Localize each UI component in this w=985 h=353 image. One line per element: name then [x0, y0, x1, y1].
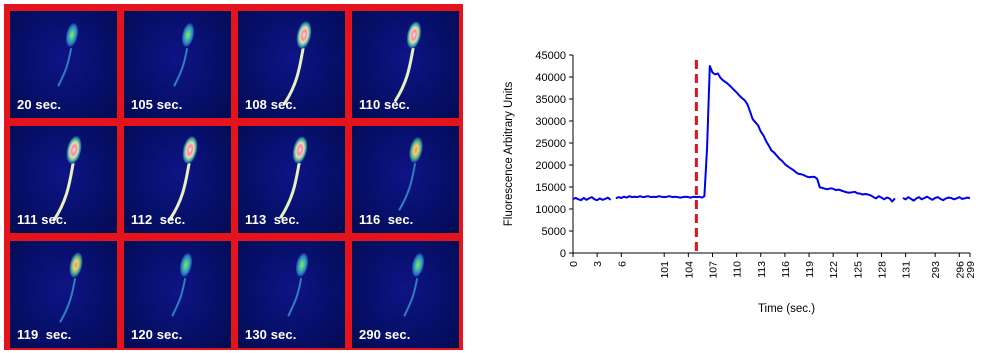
- x-tick-label: 110: [732, 261, 744, 278]
- x-tick-label: 101: [659, 261, 671, 279]
- x-tick-label: 119: [804, 261, 816, 278]
- x-tick-label: 0: [568, 261, 580, 267]
- y-axis-title: Fluorescence Arbitrary Units: [503, 82, 515, 227]
- series-line-segment: [902, 195, 971, 202]
- y-tick-label: 15000: [535, 182, 566, 194]
- fluorescent-cell-shape: [403, 253, 425, 317]
- image-cell: 116 sec.: [352, 126, 459, 233]
- fluorescent-cell-shape: [59, 252, 83, 323]
- time-label: 108 sec.: [245, 97, 297, 112]
- image-cell: 110 sec.: [352, 11, 459, 118]
- image-cell: 108 sec.: [238, 11, 345, 118]
- fluorescent-cell-shape: [398, 137, 423, 211]
- y-tick-label: 35000: [535, 94, 566, 106]
- time-label: 113 sec.: [245, 212, 300, 227]
- y-tick-label: 0: [560, 248, 566, 260]
- x-tick-label: 6: [616, 261, 628, 267]
- image-cell: 290 sec.: [352, 241, 459, 348]
- x-tick-label: 113: [756, 261, 768, 278]
- y-tick-label: 25000: [535, 138, 566, 150]
- fluorescent-cell-shape: [394, 21, 422, 102]
- image-cell: 120 sec.: [124, 241, 231, 348]
- plot-area: [572, 60, 971, 253]
- fluorescent-cell-shape: [287, 253, 309, 317]
- image-cell: 112 sec.: [124, 126, 231, 233]
- x-tick-label: 122: [828, 261, 840, 279]
- x-tick-label: 125: [852, 261, 864, 279]
- image-cell: 105 sec.: [124, 11, 231, 118]
- image-cell: 111 sec.: [10, 126, 117, 233]
- x-tick-label: 299: [965, 261, 977, 279]
- series-line-segment: [615, 65, 896, 203]
- time-label: 130 sec.: [245, 327, 297, 342]
- fluorescent-cell-shape: [169, 136, 198, 220]
- fluorescent-cell-shape: [57, 23, 79, 87]
- y-tick-label: 30000: [535, 116, 566, 128]
- x-tick-label: 104: [683, 261, 695, 279]
- time-label: 111 sec.: [17, 212, 67, 227]
- fluorescent-cell-shape: [279, 136, 308, 219]
- time-label: 120 sec.: [131, 327, 183, 342]
- time-label: 119 sec.: [17, 327, 72, 342]
- series-line-segment: [572, 196, 612, 202]
- time-label: 110 sec.: [359, 97, 410, 112]
- time-label: 20 sec.: [17, 97, 62, 112]
- x-tick-label: 3: [592, 261, 604, 267]
- x-axis-title: Time (sec.): [758, 303, 815, 315]
- x-axis: 0 3 6 101 104 107 110 113 116 119 122 125 128 131 293 2…: [568, 252, 977, 279]
- image-cell: 119 sec.: [10, 241, 117, 348]
- fluorescent-cell-shape: [283, 21, 312, 105]
- time-label: 116 sec.: [359, 212, 414, 227]
- x-tick-label: 128: [876, 261, 888, 279]
- image-cell: 113 sec.: [238, 126, 345, 233]
- fluorescent-cell-shape: [173, 23, 195, 87]
- image-cell: 130 sec.: [238, 241, 345, 348]
- x-tick-label: 296: [954, 261, 966, 279]
- time-label: 290 sec.: [359, 327, 411, 342]
- microscopy-image-grid: 20 sec. 105 sec. 108 sec. 110 sec. 111 sec. 1…: [4, 4, 463, 350]
- y-tick-label: 20000: [535, 160, 566, 172]
- y-tick-label: 10000: [535, 204, 566, 216]
- x-tick-label: 293: [930, 261, 942, 279]
- fluorescent-cell-shape: [52, 136, 82, 222]
- x-tick-label: 116: [780, 261, 792, 278]
- image-cell: 20 sec.: [10, 11, 117, 118]
- fluorescence-chart: 0 5000 10000 15000 20000 25000 30000 35000 40000…: [503, 50, 977, 315]
- y-tick-label: 40000: [535, 72, 566, 84]
- x-tick-label: 107: [707, 261, 719, 279]
- time-label: 105 sec.: [131, 97, 183, 112]
- x-tick-label: 131: [901, 261, 913, 279]
- y-tick-label: 5000: [542, 226, 566, 238]
- y-tick-label: 45000: [535, 50, 566, 62]
- fluorescent-cell-shape: [171, 253, 193, 317]
- y-axis: 0 5000 10000 15000 20000 25000 30000 35000 40000…: [535, 50, 574, 260]
- time-label: 112 sec.: [131, 212, 186, 227]
